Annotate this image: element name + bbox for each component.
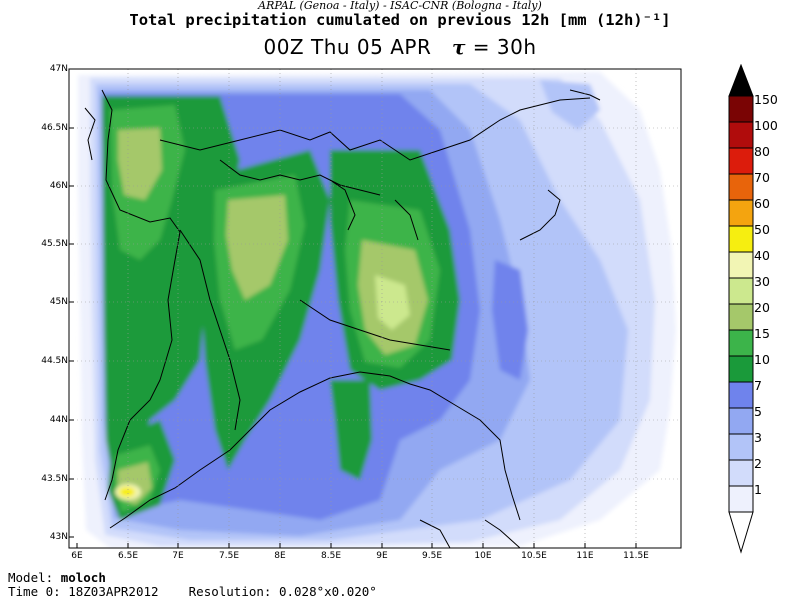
colorbar-swatch-40 [728,251,754,279]
colorbar-label: 1 [754,482,762,497]
colorbar-label: 50 [754,222,770,237]
colorbar-swatch-7 [728,381,754,409]
island-1 [484,519,521,548]
colorbar-label: 3 [754,430,762,445]
lat-label: 45N [49,297,68,307]
colorbar-cap-top [728,64,754,97]
colorbar-swatch-3 [728,433,754,461]
precip-area-20mm-central [226,195,288,300]
lon-label: 9E [376,551,388,561]
colorbar-swatch-100 [728,121,754,149]
colorbar [728,64,754,554]
colorbar-swatch-150 [728,95,754,123]
lat-label: 44.5N [41,356,68,366]
precip-area-10mm-band [330,380,372,480]
model-label: Model: [8,570,54,585]
lon-label: 9.5E [422,551,442,561]
lon-label: 8E [274,551,286,561]
colorbar-label: 70 [754,170,770,185]
colorbar-label: 10 [754,352,770,367]
lake-2 [394,199,419,241]
lat-label: 44N [49,415,68,425]
colorbar-cap-bottom [728,511,754,554]
lon-label: 7.5E [219,551,239,561]
valid-time: 00Z Thu 05 APR [263,35,432,59]
lon-label: 8.5E [321,551,341,561]
lat-label: 47N [49,64,68,74]
lon-label: 11E [576,551,594,561]
lon-label: 6E [71,551,83,561]
colorbar-label: 60 [754,196,770,211]
colorbar-swatch-2 [728,459,754,487]
colorbar-swatch-10 [728,355,754,383]
model-value: moloch [60,570,106,585]
tau-symbol: τ [451,35,466,59]
time0-value: 18Z03APR2012 [68,584,159,599]
lat-label: 43N [49,532,68,542]
coast-east [519,189,561,241]
precip-area-50mm [119,487,135,497]
colorbar-swatch-30 [728,277,754,305]
colorbar-swatch-15 [728,329,754,357]
time0-label: Time 0: [8,584,61,599]
border-west [101,89,181,501]
colorbar-swatch-60 [728,199,754,227]
coastlines-and-borders [84,89,601,548]
colorbar-label: 80 [754,144,770,159]
colorbar-label: 15 [754,326,770,341]
border-inner-1 [219,159,381,196]
valid-time-line: 00Z Thu 05 APR τ = 30h [0,34,800,60]
colorbar-label: 2 [754,456,762,471]
source-line: ARPAL (Genoa - Italy) - ISAC-CNR (Bologn… [258,0,542,12]
map-frame [68,68,682,549]
colorbar-swatch-70 [728,173,754,201]
map-title: Total precipitation cumulated on previou… [129,11,671,29]
precip-area-7mm-east [492,260,528,380]
island-2 [419,519,451,548]
resolution-value: 0.028°x0.020° [278,584,377,599]
colorbar-swatch-50 [728,225,754,253]
lake-1 [329,179,356,231]
colorbar-label: 40 [754,248,770,263]
precip-area-3mm-southeast [556,290,612,400]
lat-label: 43.5N [41,474,68,484]
axis-ticks [69,68,637,548]
lat-label: 46N [49,181,68,191]
colorbar-label: 5 [754,404,762,419]
tau-value: = 30h [472,35,537,59]
lon-label: 10E [474,551,492,561]
colorbar-label: 20 [754,300,770,315]
coast-corsica [84,107,96,161]
lat-label: 45.5N [41,239,68,249]
colorbar-label: 7 [754,378,762,393]
colorbar-label: 30 [754,274,770,289]
coastline-ligurian [109,371,521,529]
run-info: Time 0: 18Z03APR2012 Resolution: 0.028°x… [8,585,377,599]
precip-area-30mm [375,275,410,330]
lon-label: 7E [172,551,184,561]
border-north [159,97,591,161]
colorbar-swatch-5 [728,407,754,435]
lon-label: 11.5E [623,551,649,561]
lon-label: 10.5E [521,551,547,561]
resolution-label: Resolution: [188,584,272,599]
precip-area-20mm-west [118,128,162,200]
colorbar-swatch-20 [728,303,754,331]
border-inner-3 [299,299,451,351]
lon-label: 6.5E [118,551,138,561]
model-info: Model: moloch [8,571,106,585]
lat-label: 46.5N [41,123,68,133]
colorbar-swatch-1 [728,485,754,513]
colorbar-swatch-80 [728,147,754,175]
colorbar-label: 150 [754,92,778,107]
border-inner-2 [179,229,241,431]
coast-ne [569,89,601,101]
colorbar-label: 100 [754,118,778,133]
